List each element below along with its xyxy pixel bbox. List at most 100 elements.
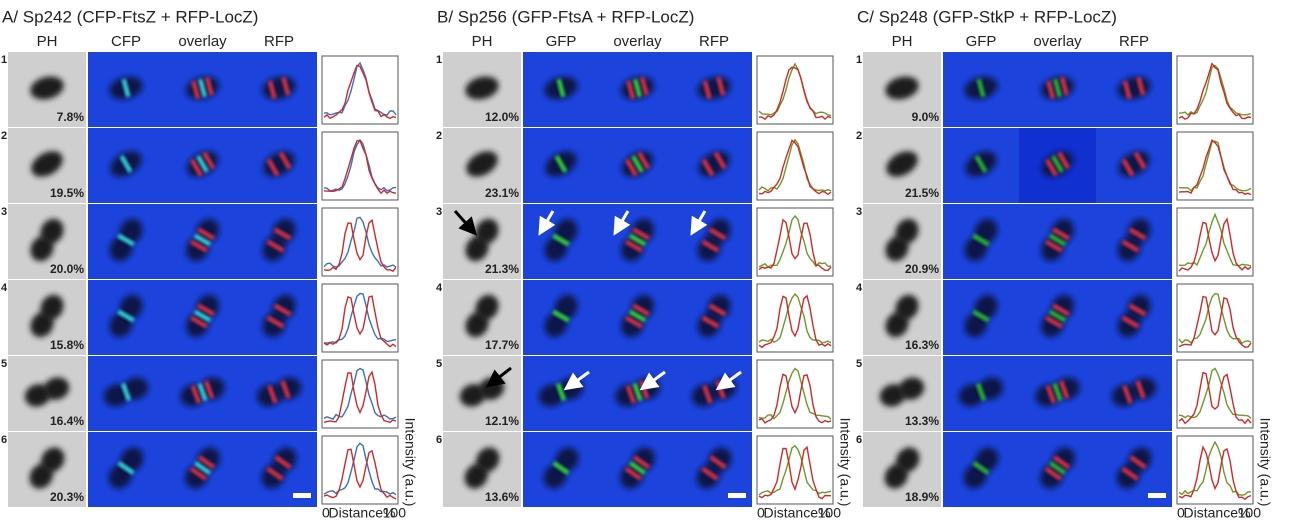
locz-signal: [190, 158, 203, 177]
cells: [1035, 377, 1080, 407]
row-number: 2: [1, 130, 7, 142]
locz-signal: [1122, 80, 1132, 100]
profile-line: [758, 214, 832, 268]
cells: [185, 76, 220, 100]
septum-signal: [193, 309, 212, 323]
cells: [465, 294, 499, 338]
locz-signal: [1046, 80, 1055, 100]
septum-signal: [1048, 309, 1067, 323]
micrograph: [599, 128, 676, 203]
cell: [465, 76, 499, 100]
profile-line: [323, 216, 397, 268]
micrograph: [8, 52, 86, 127]
cells: [696, 447, 732, 489]
cells: [620, 76, 655, 100]
profile-frame: [321, 55, 399, 125]
locz-signal: [191, 80, 200, 100]
cell: [886, 151, 918, 177]
cells: [544, 218, 578, 262]
profile-line: [758, 445, 831, 500]
micrograph: [8, 204, 86, 279]
micrograph: [676, 356, 752, 431]
locz-signal: [716, 76, 726, 96]
profile-line: [758, 66, 832, 121]
locz-signal: [266, 315, 285, 329]
micrograph: [1019, 432, 1096, 507]
septum-signal: [552, 309, 570, 323]
x-axis-end: 100: [818, 505, 842, 521]
column-header: RFP: [1119, 33, 1149, 50]
row-number: 5: [1, 358, 7, 370]
column-header: RFP: [699, 33, 729, 50]
micrograph: [943, 280, 1019, 355]
micrograph: [241, 280, 317, 355]
cell: [1118, 151, 1150, 177]
micrograph: [1019, 280, 1096, 355]
septum-signal: [972, 309, 990, 323]
row-number: 2: [856, 130, 862, 142]
percent-label: 12.0%: [485, 110, 519, 124]
micrograph: [8, 356, 86, 431]
cells: [1040, 218, 1075, 262]
cells: [263, 151, 295, 177]
locz-signal: [189, 466, 208, 481]
locz-signal: [266, 239, 285, 253]
cells: [1118, 151, 1150, 177]
locz-signal: [197, 455, 216, 470]
micrograph: [164, 280, 241, 355]
locz-signal: [1136, 76, 1146, 96]
locz-signal: [1057, 151, 1070, 170]
panel-title: C/ Sp248 (GFP-StkP + RFP-LocZ): [857, 7, 1117, 26]
row-number: 6: [436, 434, 442, 446]
locz-signal: [278, 151, 292, 170]
x-axis-end: 100: [1238, 505, 1262, 521]
panel-title: A/ Sp242 (CFP-FtsZ + RFP-LocZ): [2, 7, 258, 26]
micrograph: [676, 128, 752, 203]
cells: [884, 447, 920, 489]
micrograph: [88, 128, 164, 203]
percent-label: 20.0%: [50, 262, 84, 276]
septum-signal: [193, 233, 212, 247]
cell: [122, 377, 149, 400]
locz-signal: [1121, 158, 1135, 177]
cells: [544, 76, 578, 100]
micrograph: [1096, 128, 1172, 203]
septum-signal: [974, 155, 988, 173]
locz-signal: [1045, 158, 1058, 177]
locz-signal: [1128, 227, 1147, 241]
cells: [965, 151, 997, 177]
micrograph: [676, 204, 752, 279]
column-header: GFP: [546, 33, 577, 50]
locz-signal: [204, 380, 215, 399]
row-number: 5: [436, 358, 442, 370]
arrow: [690, 210, 708, 236]
micrograph: [1096, 356, 1172, 431]
percent-label: 15.8%: [50, 338, 84, 352]
locz-signal: [701, 158, 715, 177]
locz-signal: [1052, 303, 1070, 317]
septum-signal: [119, 155, 133, 173]
locz-signal: [637, 151, 650, 170]
locz-signal: [713, 151, 727, 170]
locz-signal: [267, 385, 278, 404]
micrograph: [523, 128, 599, 203]
profile-line: [758, 367, 832, 420]
septum-signal: [552, 461, 570, 475]
y-axis-label: Intensity (a.u.): [1257, 418, 1273, 507]
profile-line: [323, 295, 397, 348]
cell: [40, 294, 64, 320]
cells: [464, 447, 500, 489]
profile-line: [758, 373, 832, 424]
cells: [620, 218, 655, 262]
column-header: overlay: [178, 33, 227, 50]
cells: [886, 151, 918, 177]
locz-signal: [1122, 385, 1133, 404]
y-axis-label: Intensity (a.u.): [837, 418, 853, 507]
cells: [545, 151, 577, 177]
septum-signal: [196, 155, 209, 173]
x-axis-end: 100: [383, 505, 407, 521]
locz-signal: [274, 455, 292, 470]
profile-line: [323, 442, 397, 496]
percent-label: 9.0%: [912, 110, 940, 124]
